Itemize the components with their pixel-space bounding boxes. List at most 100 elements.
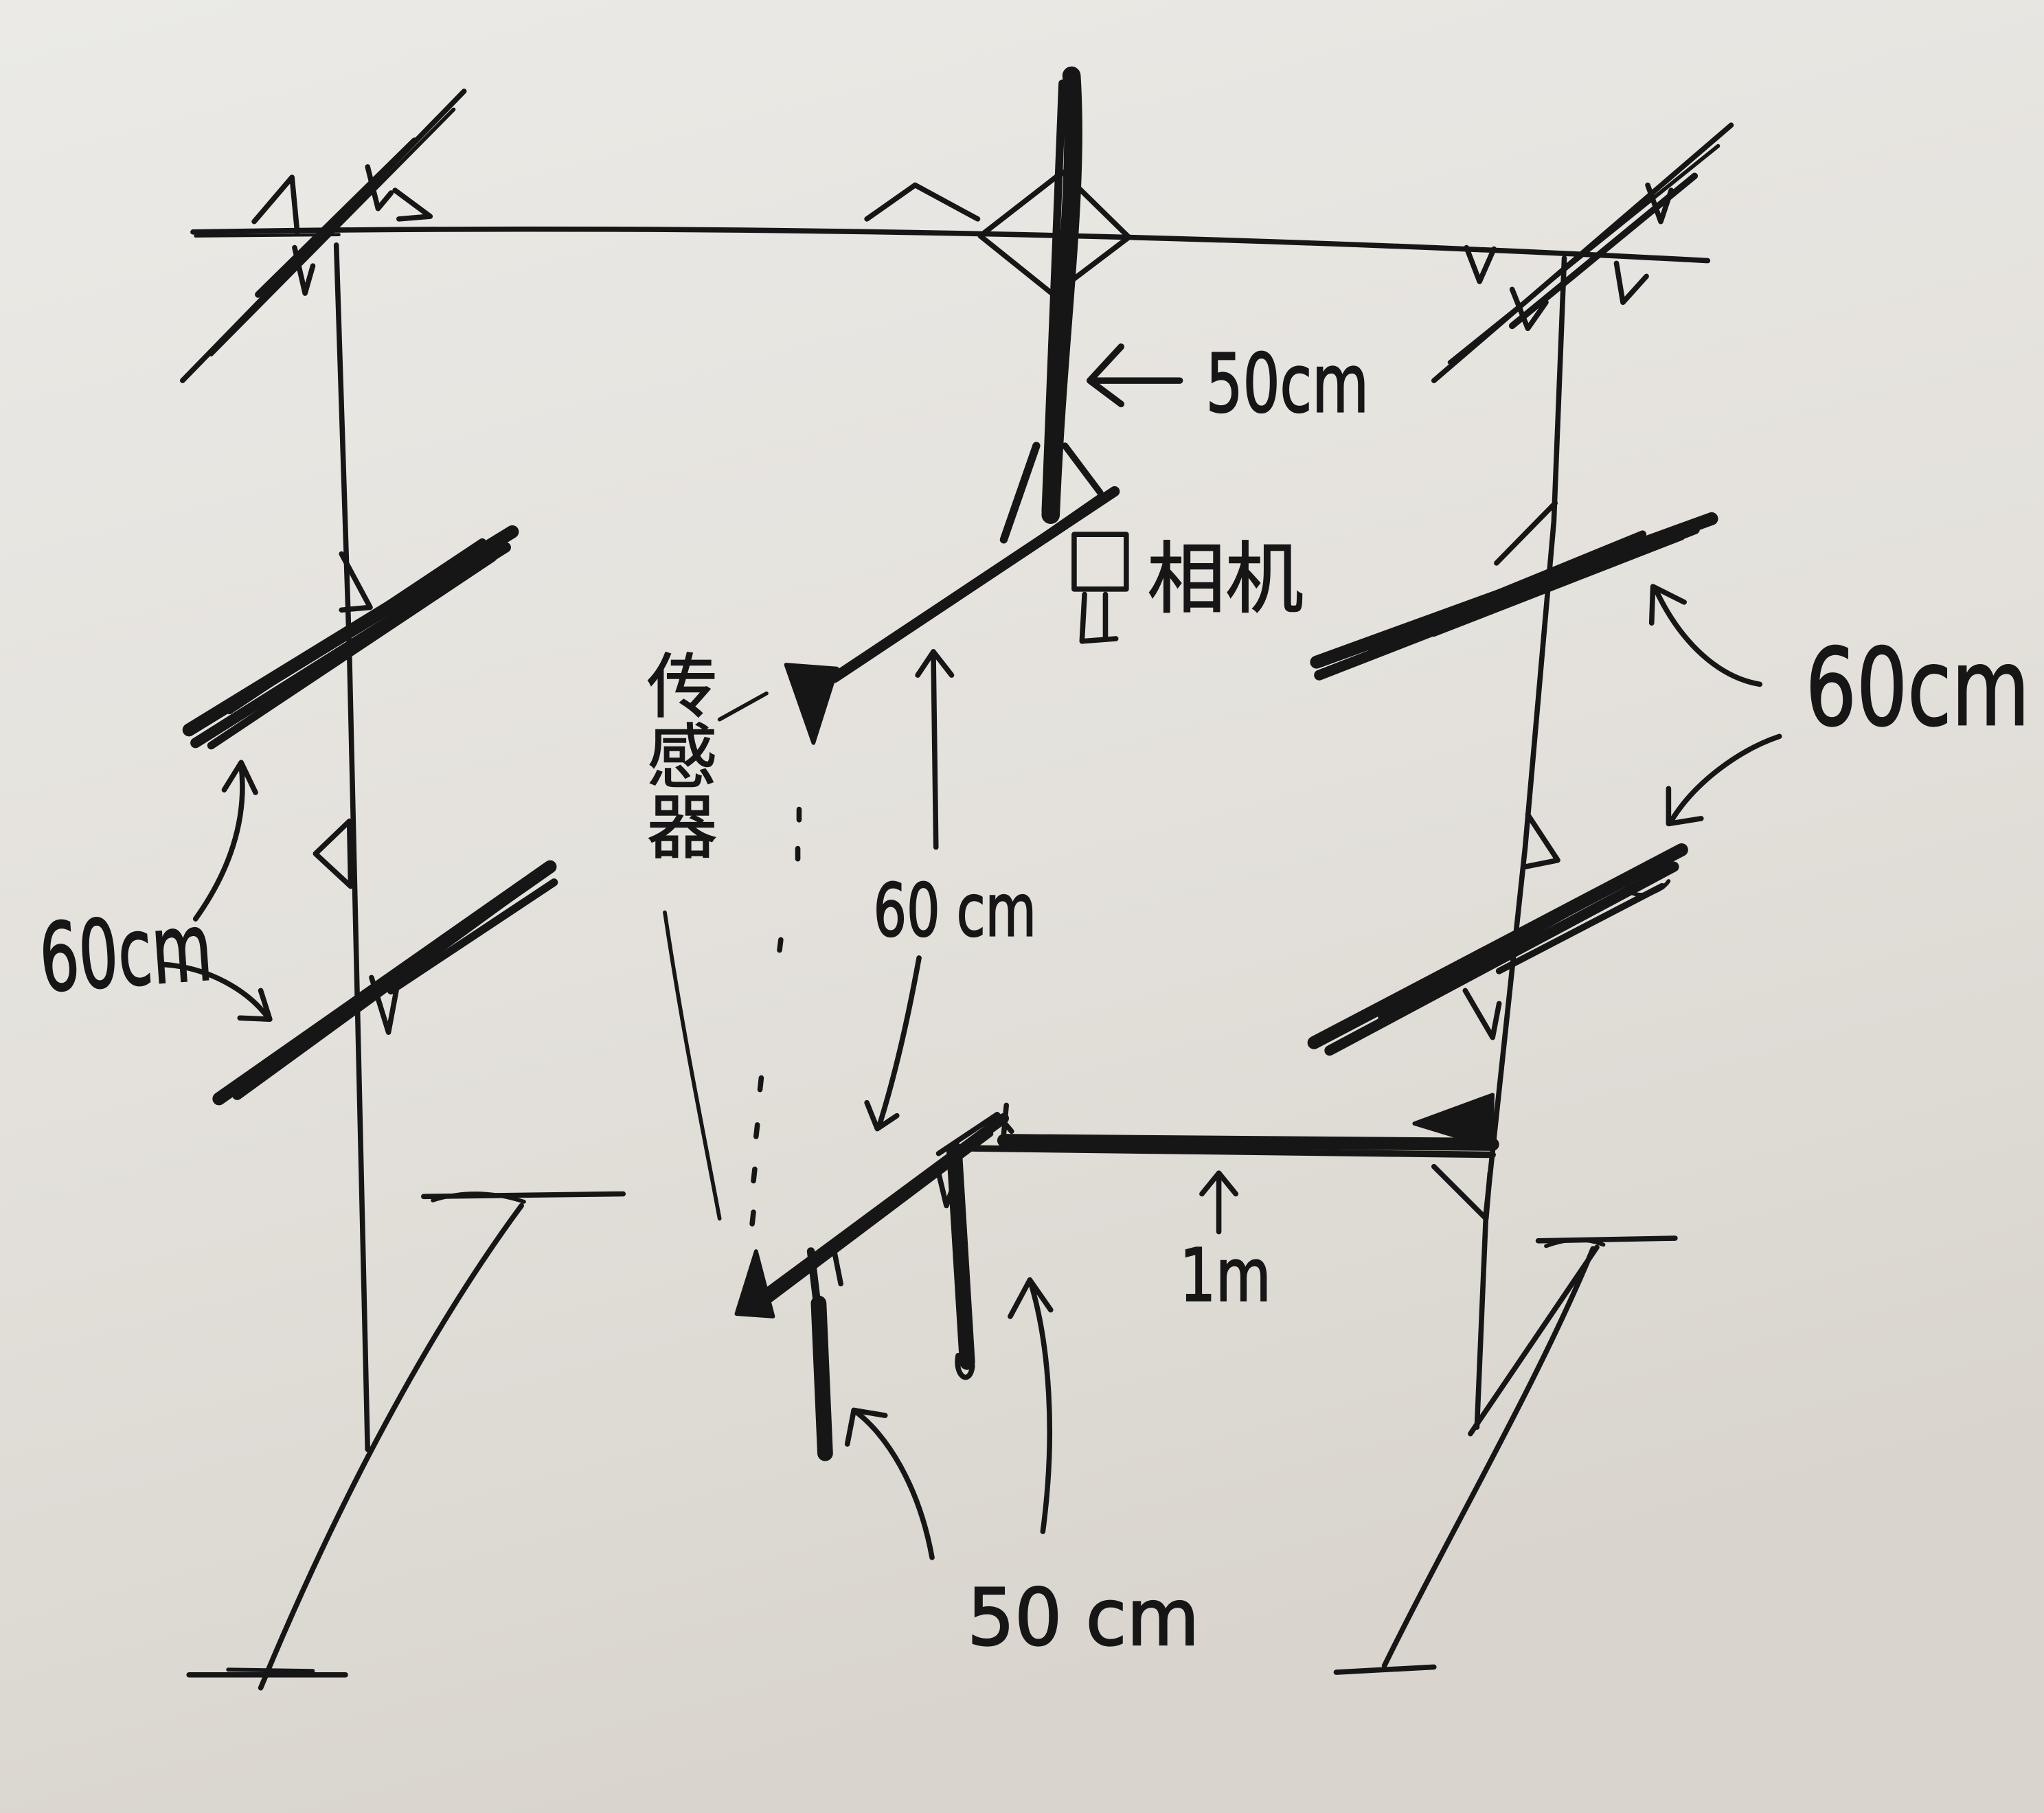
table-length-label: 1m	[1180, 1233, 1271, 1319]
crossbar-bracket-right-4	[1509, 286, 1549, 332]
crossbar-bracket-left-1	[251, 174, 300, 235]
center-post-brace-left	[999, 442, 1041, 544]
left-stand-top-loop	[431, 1191, 526, 1204]
table-right-leg	[946, 1141, 975, 1370]
arrow-left-shaft	[851, 1407, 935, 1560]
right-upper-arm	[1310, 512, 1718, 681]
arrow-down-head	[864, 1099, 900, 1132]
top-right-pole-stroke	[1447, 144, 1721, 365]
right-post-bracket	[1522, 812, 1560, 869]
left-stand-base-overstroke	[226, 1667, 315, 1673]
table-left-leg	[810, 1295, 833, 1461]
arrow-right-head	[237, 988, 273, 1022]
table-top-beam-overstroke	[961, 1145, 1496, 1159]
right-post-bracket	[1462, 988, 1502, 1040]
sensor-label: 传感器	[635, 649, 716, 860]
arrow-down-shaft	[1668, 733, 1782, 824]
top-left-pole-stroke	[255, 137, 418, 298]
sensor-height-arrows	[864, 649, 955, 1132]
arrow-head	[1086, 343, 1124, 408]
left-upper-arm-stroke	[225, 538, 486, 715]
center-post-stroke	[1041, 79, 1067, 515]
left-post-bracket	[339, 551, 373, 613]
left-upper-arm-stroke	[207, 554, 497, 750]
camera-arm-overstroke	[847, 492, 1104, 673]
top-right-pole	[1431, 122, 1734, 383]
camera-mount	[1079, 591, 1119, 644]
arrow-down-head	[1666, 786, 1704, 827]
center-camera-post	[784, 66, 1132, 745]
left-lower-arm-stroke	[263, 885, 523, 1073]
table-top-beam	[997, 1134, 1499, 1151]
sensor-label-leader-long	[663, 910, 722, 1221]
center-post-stroke	[1041, 66, 1082, 524]
table-leg-arrows	[844, 1277, 1054, 1560]
dot	[751, 1166, 758, 1184]
left-spacing-arrows	[160, 760, 273, 1022]
center-post-arrow	[1086, 343, 1183, 408]
arrow-right-head	[1008, 1277, 1054, 1319]
left-lower-arm	[212, 860, 558, 1106]
right-stand-base	[1333, 1664, 1437, 1675]
right-lower-arm-stroke	[1378, 867, 1647, 1021]
right-lower-arm	[1307, 843, 1688, 1056]
left-post-bracket	[313, 818, 354, 889]
right-stand-leg	[1381, 1246, 1596, 1669]
arrow-down-shaft	[877, 955, 922, 1126]
arrow-up-head	[221, 760, 258, 795]
dot	[749, 1209, 756, 1227]
arrow-head	[1199, 1170, 1239, 1197]
sensor-label-leader	[717, 691, 769, 722]
arrow-left-head	[844, 1407, 888, 1447]
arrow-up-shaft	[931, 649, 939, 850]
right-stand	[1333, 1235, 1678, 1675]
sensor-top-marker	[784, 663, 839, 745]
right-post-bracket-bold	[1412, 1093, 1495, 1150]
right-post-brackets	[1412, 500, 1560, 1222]
left-arm-spacing-label: 60cm	[36, 893, 216, 1014]
dot	[777, 937, 784, 953]
crossbar-bracket-left-3	[392, 187, 433, 222]
table-length-arrow	[1199, 1170, 1239, 1235]
center-post-diamond	[977, 169, 1132, 297]
left-lower-arm-stroke	[387, 878, 558, 995]
camera-body	[1071, 532, 1129, 592]
arrow-up-shaft	[1653, 586, 1763, 687]
sensor-dotted-line	[749, 806, 802, 1227]
sensor-height-label: 60 cm	[874, 869, 1036, 954]
arrow-up-head	[915, 649, 955, 678]
top-left-pole-stroke	[209, 107, 456, 357]
right-upper-arm-stroke	[1431, 534, 1685, 637]
crossbar-bracket-right-1	[1464, 244, 1497, 284]
right-post-bracket	[1431, 1163, 1493, 1222]
table-angled-beam	[748, 1113, 1010, 1309]
sensor-bottom-marker	[734, 1249, 775, 1319]
left-post-brackets	[313, 551, 399, 1035]
left-post-bracket	[369, 974, 399, 1035]
center-post-height-label: 50cm	[1206, 337, 1369, 431]
left-stand	[186, 1191, 626, 1691]
right-post	[1474, 255, 1567, 1430]
right-lower-arm-curl	[1624, 852, 1674, 897]
center-post-brace-right	[1061, 442, 1104, 497]
right-stand-leg	[1468, 1244, 1600, 1437]
right-lower-arm-stroke	[1324, 861, 1679, 1056]
crossbar-bracket-right-2	[1613, 260, 1649, 306]
camera-icon	[1071, 532, 1129, 644]
right-upper-arm-stroke	[1365, 530, 1647, 651]
arrow-right-shaft	[1027, 1277, 1053, 1534]
table-left-leg-bracket	[795, 1248, 843, 1287]
top-left-pole	[179, 89, 467, 383]
right-stand-top-loop	[1544, 1238, 1606, 1248]
dot	[757, 1075, 764, 1093]
right-post-bracket	[1494, 500, 1558, 566]
right-spacing-arrows	[1648, 584, 1782, 827]
right-arm-spacing-label: 60cm	[1806, 626, 2030, 750]
dot	[753, 1122, 760, 1139]
arrow-up-head	[1648, 584, 1687, 626]
camera-label: 相机	[1147, 534, 1304, 625]
crossbar-bracket-center	[864, 182, 981, 222]
table-leg-height-label: 50 cm	[967, 1572, 1199, 1663]
table-corner-bracket	[935, 1102, 1014, 1156]
